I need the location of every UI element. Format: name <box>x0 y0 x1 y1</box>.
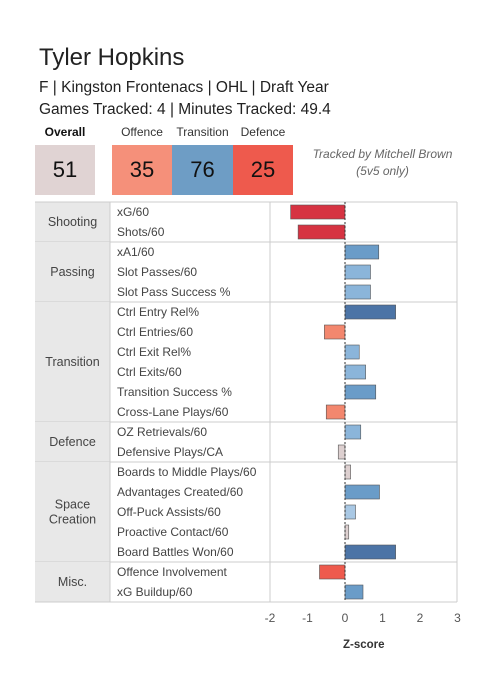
bar <box>344 364 366 380</box>
group-header-cell <box>35 562 110 602</box>
group-label: Shooting <box>48 215 97 229</box>
bar <box>325 404 346 420</box>
bar <box>344 284 371 300</box>
bar <box>344 304 396 320</box>
bar <box>337 444 346 460</box>
games-tracked-line: Games Tracked: 4 | Minutes Tracked: 49.4 <box>39 101 331 118</box>
metric-label: Board Battles Won/60 <box>117 545 234 559</box>
metric-label: Offence Involvement <box>117 565 228 579</box>
group-label: Space <box>55 498 90 512</box>
group-header-cell <box>35 462 110 562</box>
group-label: Creation <box>49 513 96 527</box>
metric-label: Transition Success % <box>117 385 232 399</box>
metric-label: xA1/60 <box>117 245 155 259</box>
metric-label: Boards to Middle Plays/60 <box>117 465 257 479</box>
group-label: Misc. <box>58 575 87 589</box>
metric-label: Proactive Contact/60 <box>117 525 229 539</box>
metric-label: Defensive Plays/CA <box>117 445 223 459</box>
x-tick-label: -2 <box>265 611 276 625</box>
metric-label: Ctrl Exit Rel% <box>117 345 191 359</box>
bar <box>344 244 380 260</box>
bar <box>344 424 362 440</box>
player-name: Tyler Hopkins <box>39 44 185 71</box>
metric-label: xG Buildup/60 <box>117 585 193 599</box>
bar <box>344 544 396 560</box>
x-tick-label: -1 <box>302 611 313 625</box>
bar <box>344 344 360 360</box>
bar <box>344 504 356 520</box>
credit-line-1: Tracked by Mitchell Brown <box>312 147 453 161</box>
group-header-cell <box>35 302 110 422</box>
transition-score: 76 <box>172 145 233 195</box>
bar <box>344 584 364 600</box>
group-header-cell <box>35 422 110 462</box>
metric-label: Slot Pass Success % <box>117 285 231 299</box>
bar <box>290 204 346 220</box>
defence-label: Defence <box>240 125 286 139</box>
x-tick-label: 0 <box>342 611 349 625</box>
metric-label: Ctrl Exits/60 <box>117 365 182 379</box>
offence-label: Offence <box>121 125 163 139</box>
metric-label: Shots/60 <box>117 225 165 239</box>
bar <box>324 324 346 340</box>
group-label: Transition <box>45 355 99 369</box>
bar <box>344 264 371 280</box>
metric-label: xG/60 <box>117 205 149 219</box>
metric-label: Slot Passes/60 <box>117 265 197 279</box>
group-label: Defence <box>49 435 96 449</box>
x-tick-label: 1 <box>379 611 386 625</box>
overall-label: Overall <box>44 125 86 139</box>
group-header-cell <box>35 242 110 302</box>
player-subtitle: F | Kingston Frontenacs | OHL | Draft Ye… <box>39 79 329 96</box>
x-tick-label: 3 <box>454 611 461 625</box>
tracking-credit: Tracked by Mitchell Brown (5v5 only) <box>300 146 465 180</box>
group-header-cell <box>35 202 110 242</box>
bar <box>297 224 346 240</box>
metric-label: Cross-Lane Plays/60 <box>117 405 229 419</box>
offence-score: 35 <box>112 145 172 195</box>
metric-label: Off-Puck Assists/60 <box>117 505 221 519</box>
x-axis-label: Z-score <box>343 639 385 651</box>
overall-score: 51 <box>35 145 95 195</box>
bar <box>344 464 351 480</box>
metric-label: Advantages Created/60 <box>117 485 243 499</box>
defence-score: 25 <box>233 145 293 195</box>
transition-label: Transition <box>176 125 229 139</box>
bar <box>319 564 346 580</box>
bar <box>344 384 377 400</box>
metric-label: OZ Retrievals/60 <box>117 425 207 439</box>
metric-label: Ctrl Entry Rel% <box>117 305 199 319</box>
group-label: Passing <box>50 265 95 279</box>
metric-label: Ctrl Entries/60 <box>117 325 193 339</box>
bar <box>344 484 380 500</box>
x-tick-label: 2 <box>417 611 424 625</box>
bar <box>344 524 350 540</box>
credit-line-2: (5v5 only) <box>356 164 409 178</box>
